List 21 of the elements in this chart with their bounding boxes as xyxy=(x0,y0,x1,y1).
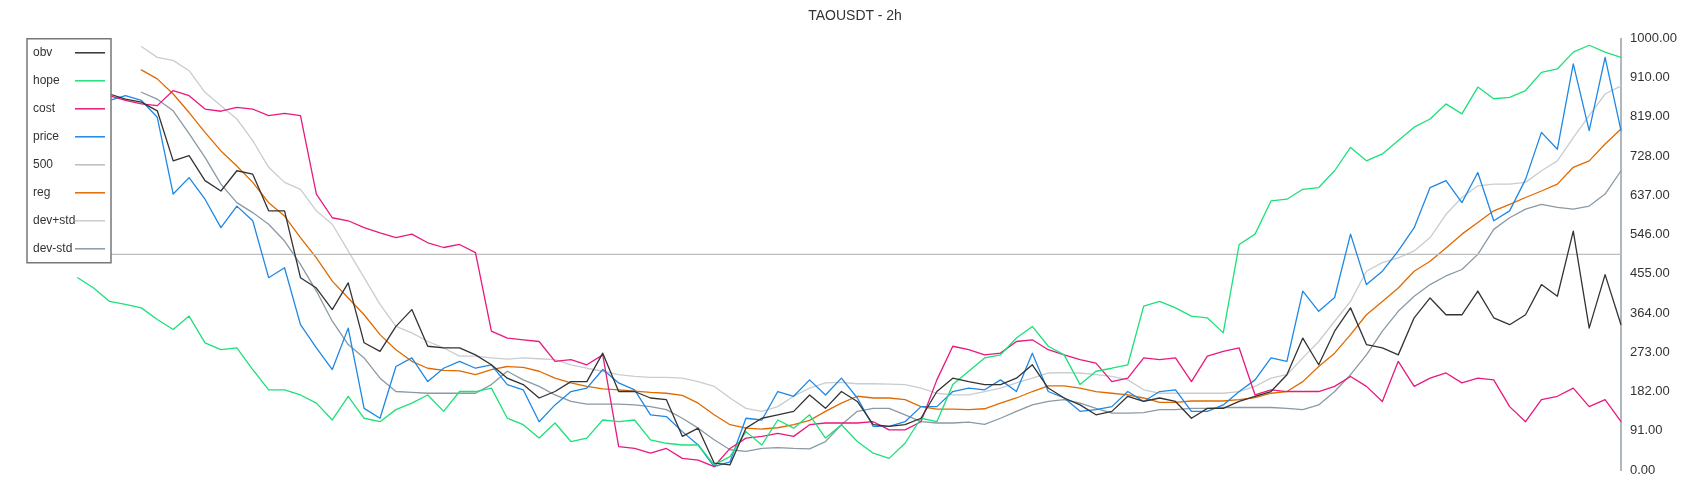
legend-label: reg xyxy=(33,185,51,200)
legend-label: cost xyxy=(33,101,56,116)
y-tick-label: 546.00 xyxy=(1630,226,1670,242)
y-tick-label: 182.00 xyxy=(1630,383,1670,399)
chart-title: TAOUSDT - 2h xyxy=(808,7,902,24)
y-tick-label: 728.00 xyxy=(1630,147,1670,163)
y-tick-label: 637.00 xyxy=(1630,186,1670,202)
y-tick-label: 910.00 xyxy=(1630,69,1670,85)
y-tick-label: 1000.00 xyxy=(1630,30,1678,46)
y-tick-label: 273.00 xyxy=(1630,343,1670,359)
legend-label: dev+std xyxy=(33,213,76,228)
legend-label: dev-std xyxy=(33,241,73,256)
y-tick-label: 0.00 xyxy=(1630,461,1656,477)
legend-label: price xyxy=(33,129,60,144)
y-tick-label: 364.00 xyxy=(1630,304,1670,320)
y-tick-label: 455.00 xyxy=(1630,265,1670,281)
y-tick-label: 91.00 xyxy=(1630,422,1663,438)
legend-label: obv xyxy=(33,45,53,60)
y-tick-label: 819.00 xyxy=(1630,108,1670,124)
legend-label: hope xyxy=(33,73,61,88)
legend-label: 500 xyxy=(33,157,54,172)
